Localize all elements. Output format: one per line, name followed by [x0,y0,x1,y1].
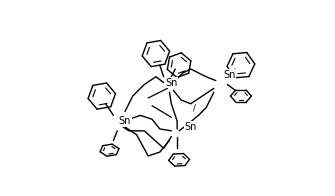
Text: /: / [193,103,196,112]
Text: Sn: Sn [223,70,236,80]
Text: Sn: Sn [119,116,131,126]
Text: Sn: Sn [185,122,197,132]
Text: Sn: Sn [165,78,178,88]
